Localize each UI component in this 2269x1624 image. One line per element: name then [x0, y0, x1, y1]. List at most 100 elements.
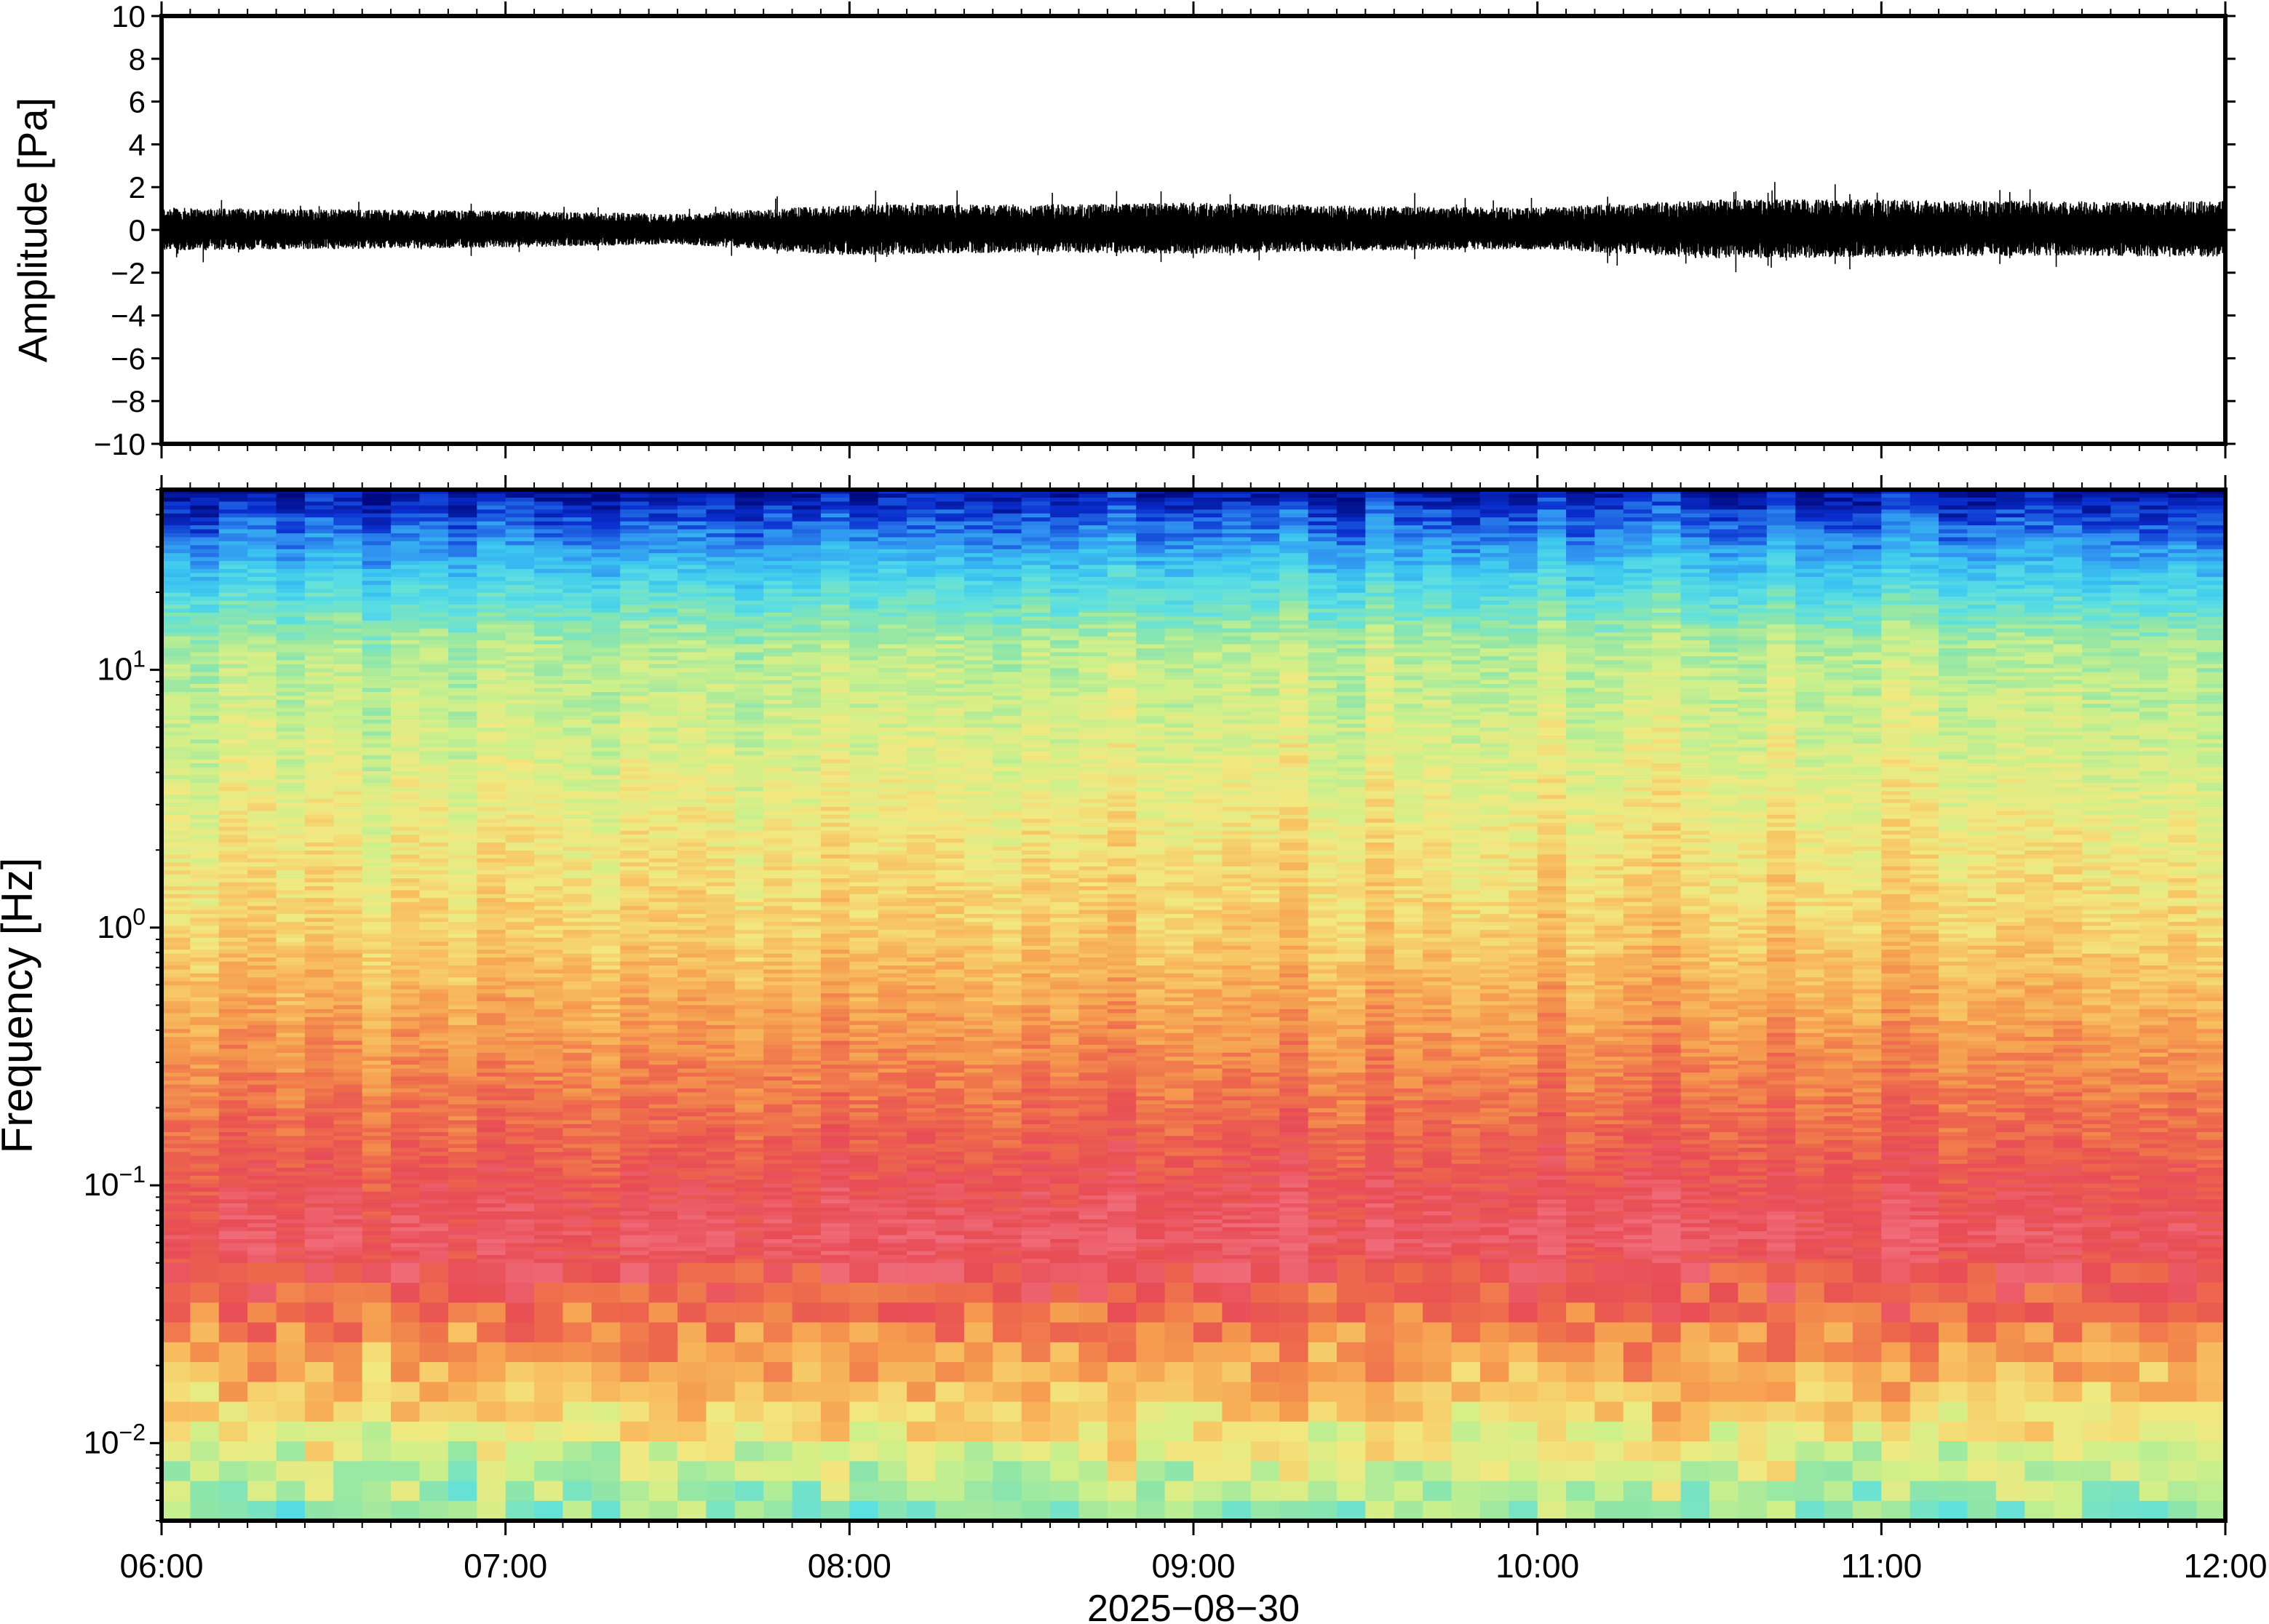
spectrogram-cell	[362, 775, 392, 780]
spectrogram-cell	[391, 672, 421, 677]
spectrogram-cell	[162, 608, 191, 613]
spectrogram-cell	[304, 1152, 335, 1157]
spectrogram-cell	[534, 1262, 564, 1284]
spectrogram-cell	[304, 874, 335, 880]
spectrogram-cell	[218, 1160, 249, 1165]
spectrogram-cell	[477, 930, 506, 935]
spectrogram-cell	[304, 505, 335, 511]
spectrogram-cell	[304, 950, 335, 955]
spectrogram-cell	[620, 918, 650, 923]
spectrogram-cell	[477, 1072, 506, 1078]
spectrogram-cell	[706, 592, 736, 598]
spectrogram-cell	[563, 835, 592, 840]
spectrogram-cell	[448, 874, 478, 880]
spectrogram-cell	[563, 1441, 592, 1462]
spectrogram-cell	[391, 922, 421, 927]
spectrogram-cell	[648, 1060, 678, 1066]
spectrogram-cell	[448, 985, 478, 990]
spectrogram-cell	[419, 541, 449, 546]
spectrogram-cell	[162, 1171, 191, 1177]
spectrogram-cell	[448, 958, 478, 963]
spectrogram-cell	[505, 1120, 536, 1126]
spectrogram-cell	[591, 958, 621, 963]
spectrogram-cell	[162, 569, 191, 574]
spectrogram-cell	[190, 838, 220, 844]
spectrogram-cell	[734, 997, 765, 1003]
spectrogram-cell	[620, 969, 650, 974]
spectrogram-cell	[792, 795, 822, 800]
spectrogram-cell	[190, 997, 220, 1003]
spectrogram-cell	[763, 1155, 793, 1161]
spectrogram-cell	[477, 1160, 506, 1165]
spectrogram-cell	[362, 1147, 392, 1153]
spectrogram-cell	[620, 1211, 650, 1217]
spectrogram-cell	[162, 747, 191, 752]
spectrogram-cell	[505, 1076, 536, 1082]
spectrogram-cell	[162, 529, 191, 534]
spectrogram-cell	[362, 672, 392, 677]
spectrogram-cell	[706, 557, 736, 562]
spectrogram-cell	[763, 838, 793, 844]
spectrogram-cell	[505, 981, 536, 987]
spectrogram-cell	[792, 1037, 822, 1042]
spectrogram-cell	[763, 569, 793, 574]
spectrogram-cell	[477, 926, 506, 931]
spectrogram-cell	[534, 672, 564, 677]
spectrogram-cell	[333, 1088, 363, 1094]
spectrogram-cell	[706, 1092, 736, 1097]
spectrogram-cell	[734, 1021, 765, 1026]
spectrogram-cell	[218, 1219, 249, 1225]
spectrogram-cell	[162, 584, 191, 590]
spectrogram-cell	[276, 1223, 306, 1228]
spectrogram-cell	[734, 1481, 765, 1502]
spectrogram-cell	[304, 1068, 335, 1074]
spectrogram-cell	[162, 549, 191, 554]
spectrogram-cell	[448, 1144, 478, 1149]
spectrogram-cell	[706, 1171, 736, 1177]
spectrogram-cell	[247, 878, 277, 883]
spectrogram-cell	[391, 600, 421, 606]
spectrogram-cell	[419, 1500, 449, 1521]
spectrogram-cell	[391, 497, 421, 503]
spectrogram-cell	[706, 1163, 736, 1169]
spectrogram-cell	[734, 1199, 765, 1205]
spectrogram-cell	[591, 1187, 621, 1193]
spectrogram-cell	[419, 1032, 449, 1038]
spectrogram-cell	[563, 775, 592, 780]
spectrogram-cell	[734, 731, 765, 736]
spectrogram-cell	[448, 1108, 478, 1113]
spectrogram-cell	[620, 533, 650, 538]
spectrogram-cell	[162, 977, 191, 982]
spectrogram-cell	[276, 783, 306, 788]
spectrogram-cell	[763, 866, 793, 872]
spectrogram-cell	[620, 644, 650, 649]
spectrogram-cell	[391, 1029, 421, 1034]
spectrogram-cell	[190, 1147, 220, 1153]
spectrogram-cell	[362, 1243, 392, 1248]
spectrogram-cell	[391, 779, 421, 784]
spectrogram-cell	[763, 557, 793, 562]
spectrogram-cell	[362, 918, 392, 923]
spectrogram-cell	[304, 1254, 335, 1260]
spectrogram-cell	[362, 1441, 392, 1462]
spectrogram-cell	[706, 1254, 736, 1260]
spectrogram-cell	[419, 589, 449, 594]
spectrogram-cell	[247, 811, 277, 816]
spectrogram-cell	[304, 1239, 335, 1244]
spectrogram-cell	[648, 541, 678, 546]
spectrogram-cell	[734, 688, 765, 693]
spectrogram-cell	[304, 628, 335, 634]
spectrogram-cell	[563, 1147, 592, 1153]
spectrogram-cell	[706, 858, 736, 864]
spectrogram-cell	[505, 704, 536, 709]
spectrogram-cell	[505, 819, 536, 824]
spectrogram-cell	[391, 525, 421, 530]
spectrogram-cell	[391, 704, 421, 709]
spectrogram-cell	[477, 640, 506, 645]
spectrogram-cell	[276, 878, 306, 883]
spectrogram-cell	[477, 1056, 506, 1062]
spectrogram-cell	[563, 636, 592, 642]
spectrogram-cell	[391, 851, 421, 856]
spectrogram-cell	[218, 557, 249, 562]
spectrogram-cell	[763, 628, 793, 634]
